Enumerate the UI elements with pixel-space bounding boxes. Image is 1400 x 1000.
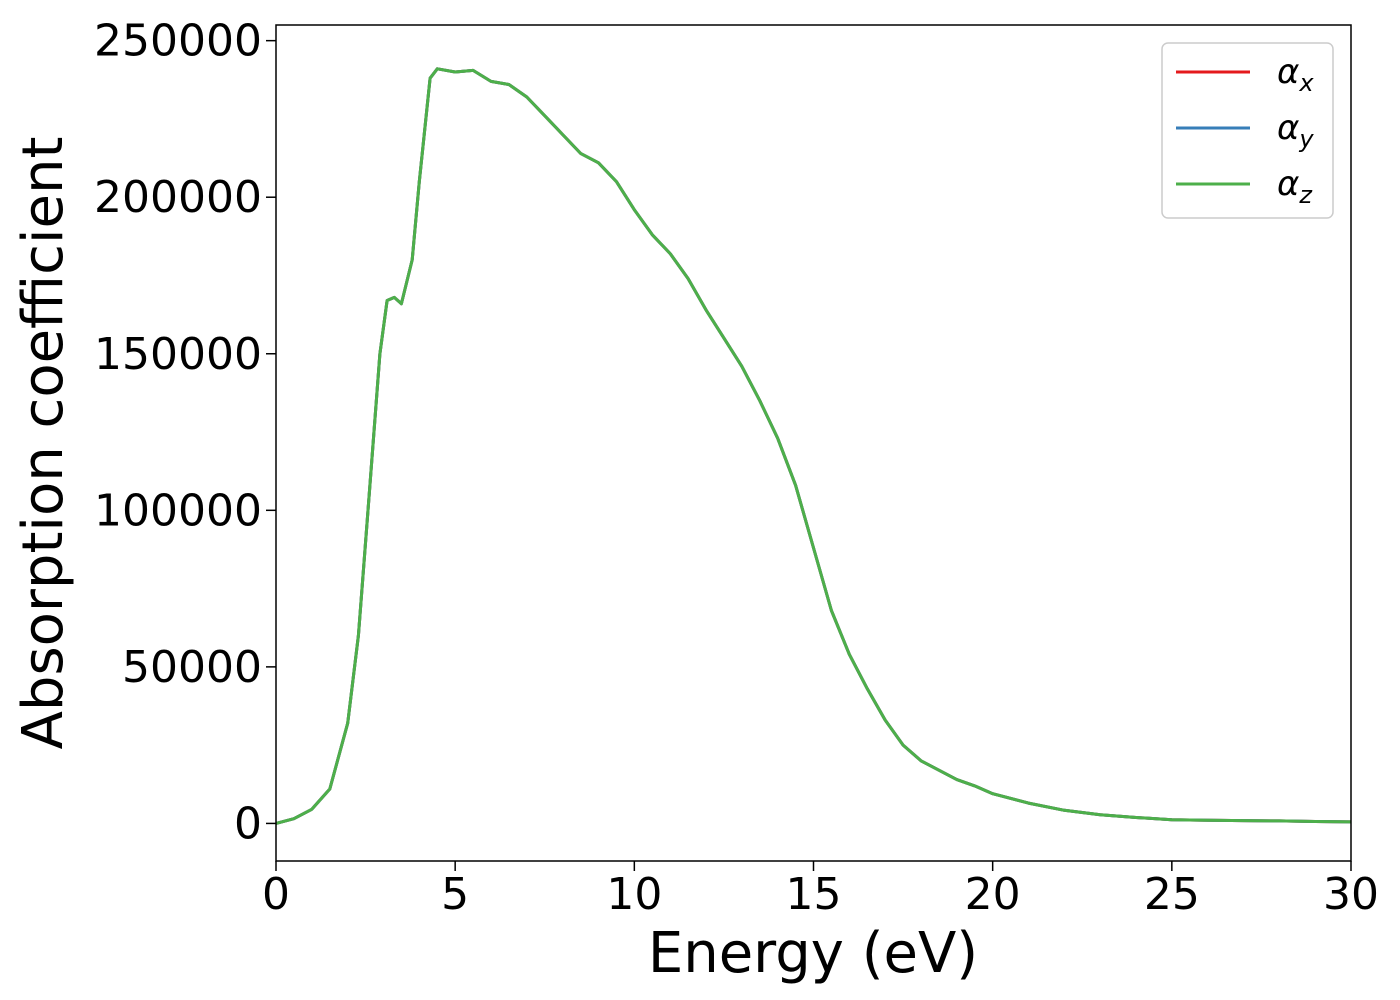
x-tick-label: 0 bbox=[262, 869, 290, 920]
legend-label: αz bbox=[1277, 164, 1313, 209]
x-tick-label: 10 bbox=[606, 869, 662, 920]
y-tick-label: 150000 bbox=[94, 329, 262, 380]
y-tick-label: 0 bbox=[234, 798, 262, 849]
legend-label: αy bbox=[1277, 108, 1314, 153]
x-tick-label: 30 bbox=[1323, 869, 1379, 920]
series-line bbox=[275, 67, 1352, 825]
y-axis-label: Absorption coefficient bbox=[11, 137, 76, 750]
y-tick-label: 50000 bbox=[122, 642, 262, 693]
y-tick-label: 100000 bbox=[94, 485, 262, 536]
legend-box bbox=[1161, 42, 1334, 219]
legend-label: αx bbox=[1277, 52, 1314, 97]
y-tick-label: 200000 bbox=[94, 172, 262, 223]
x-tick-label: 15 bbox=[786, 869, 842, 920]
series-layer bbox=[275, 67, 1352, 825]
x-axis-label: Energy (eV) bbox=[648, 921, 978, 986]
y-tick-label: 250000 bbox=[94, 16, 262, 67]
x-tick-label: 25 bbox=[1144, 869, 1200, 920]
legend: αx αy αz bbox=[1161, 42, 1334, 219]
x-tick-label: 20 bbox=[965, 869, 1021, 920]
axes-layer: 0 5 10 15 20 25 30 0 50000 100000 150000 200000 2500… bbox=[94, 16, 1379, 920]
x-tick-label: 5 bbox=[441, 869, 469, 920]
